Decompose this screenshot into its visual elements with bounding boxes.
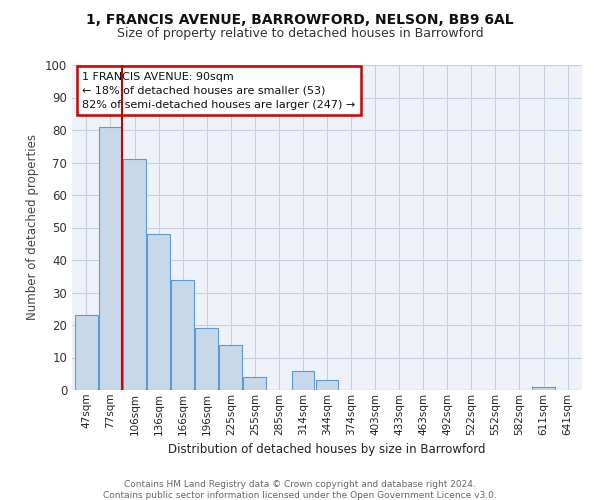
Bar	[316, 380, 338, 390]
Bar	[195, 328, 218, 390]
Bar	[147, 234, 170, 390]
Text: Contains HM Land Registry data © Crown copyright and database right 2024.: Contains HM Land Registry data © Crown c…	[124, 480, 476, 489]
Bar	[99, 126, 122, 390]
Text: 1 FRANCIS AVENUE: 90sqm
← 18% of detached houses are smaller (53)
82% of semi-de: 1 FRANCIS AVENUE: 90sqm ← 18% of detache…	[82, 72, 355, 110]
Text: Contains public sector information licensed under the Open Government Licence v3: Contains public sector information licen…	[103, 491, 497, 500]
Text: Size of property relative to detached houses in Barrowford: Size of property relative to detached ho…	[116, 28, 484, 40]
Bar	[244, 377, 266, 390]
Bar	[220, 344, 242, 390]
Text: 1, FRANCIS AVENUE, BARROWFORD, NELSON, BB9 6AL: 1, FRANCIS AVENUE, BARROWFORD, NELSON, B…	[86, 12, 514, 26]
X-axis label: Distribution of detached houses by size in Barrowford: Distribution of detached houses by size …	[168, 443, 486, 456]
Y-axis label: Number of detached properties: Number of detached properties	[26, 134, 40, 320]
Bar	[292, 370, 314, 390]
Bar	[75, 316, 98, 390]
Bar	[171, 280, 194, 390]
Bar	[532, 387, 555, 390]
Bar	[123, 159, 146, 390]
